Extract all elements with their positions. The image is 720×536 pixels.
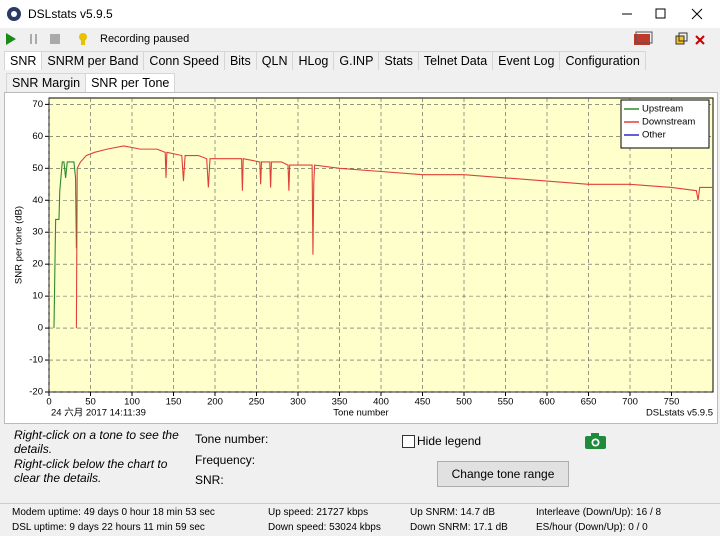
tone-number-label: Tone number: [195,432,269,446]
x-tick-label: 0 [46,397,51,408]
x-tick-label: 50 [85,397,96,408]
x-tick-label: 200 [207,397,223,408]
x-tick-label: 100 [124,397,140,408]
y-tick-label: 20 [32,259,43,270]
hint-text: Right-click below the chart to clear the… [14,457,168,485]
status-item: Interleave (Down/Up): 16 / 8 [536,507,662,518]
window-title: DSLstats v5.9.5 [28,7,113,21]
sub-tabs: SNR Margin SNR per Tone [6,73,176,92]
toolbar-right-icons[interactable] [632,30,716,48]
sub-tab[interactable]: SNR Margin [6,73,87,92]
camera-icon[interactable] [584,432,608,450]
app-icon [7,7,21,21]
sub-tab[interactable]: SNR per Tone [85,73,176,92]
x-tick-label: 700 [622,397,638,408]
legend-label: Downstream [642,117,695,128]
x-tick-label: 400 [373,397,389,408]
status-item: DSL uptime: 9 days 22 hours 11 min 59 se… [12,522,205,533]
tab[interactable]: QLN [255,51,294,70]
toolbar: Recording paused [0,28,720,50]
hide-legend-label[interactable]: Hide legend [417,434,482,448]
tab[interactable]: SNRM per Band [41,51,145,70]
hint-text: Right-click on a tone to see the details… [14,428,179,456]
tab[interactable]: Event Log [492,51,561,70]
x-tick-label: 350 [332,397,348,408]
x-tick-label: 250 [249,397,265,408]
status-item: Up speed: 21727 kbps [268,507,369,518]
x-tick-label: 750 [664,397,680,408]
x-axis-label: Tone number [333,408,388,419]
toolbar-buttons[interactable] [4,31,94,47]
hide-legend-checkbox[interactable] [402,435,415,448]
frequency-label: Frequency: [195,453,256,467]
tab[interactable]: Telnet Data [417,51,494,70]
status-item: Down SNRM: 17.1 dB [410,522,508,533]
change-tone-range-button[interactable]: Change tone range [437,461,569,487]
status-bar: Modem uptime: 49 days 0 hour 18 min 53 s… [0,503,720,536]
legend-label: Other [642,130,666,141]
snr-label: SNR: [195,473,224,487]
tab[interactable]: Conn Speed [143,51,225,70]
y-tick-label: -20 [29,387,43,398]
y-tick-label: 10 [32,291,43,302]
y-tick-label: -10 [29,355,43,366]
x-tick-label: 150 [166,397,182,408]
legend-label: Upstream [642,104,683,115]
y-tick-label: 0 [38,323,43,334]
y-axis-label: SNR per tone (dB) [14,206,25,284]
y-tick-label: 70 [32,99,43,110]
x-tick-label: 450 [415,397,431,408]
timestamp: 24 六月 2017 14:11:39 [51,407,146,419]
y-tick-label: 50 [32,163,43,174]
tab[interactable]: SNR [4,51,43,70]
status-item: ES/hour (Down/Up): 0 / 0 [536,522,648,533]
tab[interactable]: G.INP [333,51,380,70]
y-tick-label: 60 [32,131,43,142]
y-tick-label: 40 [32,195,43,206]
chart-panel: -20 -10 0 10 20 30 40 50 60 70 0 50 100 150 200 250 300 3… [4,92,718,424]
status-item: Down speed: 53024 kbps [268,522,381,533]
tab[interactable]: Bits [223,51,257,70]
x-tick-label: 500 [456,397,472,408]
tab[interactable]: HLog [292,51,335,70]
series-line [53,161,77,329]
x-tick-label: 550 [498,397,514,408]
status-item: Up SNRM: 14.7 dB [410,507,496,518]
x-tick-label: 650 [581,397,597,408]
tab[interactable]: Configuration [559,51,646,70]
y-tick-label: 30 [32,227,43,238]
series-line [75,145,713,329]
watermark: DSLstats v5.9.5 [646,408,713,419]
legend-box [620,99,710,149]
tab[interactable]: Stats [378,51,419,70]
title-bar: DSLstats v5.9.5 [0,0,720,28]
window-controls[interactable] [600,0,720,28]
x-tick-label: 300 [290,397,306,408]
status-item: Modem uptime: 49 days 0 hour 18 min 53 s… [12,507,215,518]
x-tick-label: 600 [539,397,555,408]
recording-status: Recording paused [100,33,190,45]
main-tabs: SNR SNRM per Band Conn Speed Bits QLN HLog G.I… [4,51,646,70]
